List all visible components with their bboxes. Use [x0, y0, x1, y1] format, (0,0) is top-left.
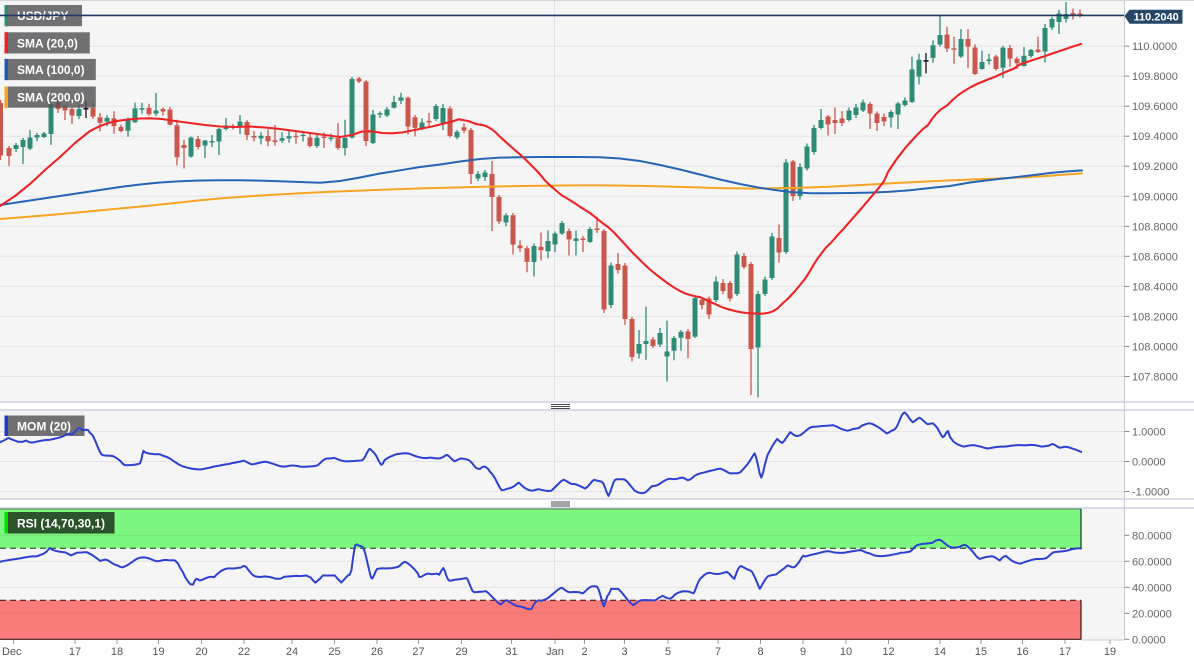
- svg-text:110.0000: 110.0000: [1132, 41, 1177, 53]
- svg-text:108.2000: 108.2000: [1132, 311, 1178, 323]
- svg-text:9: 9: [800, 646, 806, 658]
- svg-text:27: 27: [412, 646, 424, 658]
- svg-text:SMA (100,0): SMA (100,0): [17, 63, 85, 77]
- svg-text:108.4000: 108.4000: [1132, 281, 1178, 293]
- svg-text:Jan: Jan: [546, 646, 564, 658]
- svg-text:16: 16: [1016, 646, 1028, 658]
- svg-text:109.6000: 109.6000: [1132, 101, 1178, 113]
- svg-text:29: 29: [455, 646, 467, 658]
- svg-text:SMA (200,0): SMA (200,0): [17, 91, 85, 105]
- svg-text:19: 19: [152, 646, 164, 658]
- svg-text:80.0000: 80.0000: [1132, 530, 1172, 542]
- svg-text:8: 8: [757, 646, 763, 658]
- svg-text:17: 17: [1059, 646, 1071, 658]
- svg-text:0.0000: 0.0000: [1132, 457, 1166, 469]
- svg-text:24: 24: [286, 646, 298, 658]
- svg-text:7: 7: [715, 646, 721, 658]
- svg-text:2: 2: [581, 646, 587, 658]
- svg-text:60.0000: 60.0000: [1132, 556, 1172, 568]
- svg-text:17: 17: [69, 646, 81, 658]
- svg-text:109.4000: 109.4000: [1132, 131, 1178, 143]
- svg-text:Dec: Dec: [2, 646, 22, 658]
- svg-text:22: 22: [238, 646, 250, 658]
- svg-text:18: 18: [111, 646, 123, 658]
- svg-text:20: 20: [195, 646, 207, 658]
- svg-text:10: 10: [840, 646, 852, 658]
- svg-text:15: 15: [975, 646, 987, 658]
- svg-text:12: 12: [882, 646, 894, 658]
- svg-text:5: 5: [665, 646, 671, 658]
- svg-text:40.0000: 40.0000: [1132, 582, 1172, 594]
- svg-text:109.2000: 109.2000: [1132, 161, 1178, 173]
- svg-text:20.0000: 20.0000: [1132, 608, 1172, 620]
- svg-text:109.0000: 109.0000: [1132, 191, 1178, 203]
- svg-text:109.8000: 109.8000: [1132, 71, 1178, 83]
- svg-text:3: 3: [621, 646, 627, 658]
- svg-text:110.2040: 110.2040: [1134, 11, 1179, 23]
- svg-text:14: 14: [934, 646, 946, 658]
- svg-text:-1.0000: -1.0000: [1132, 487, 1169, 499]
- svg-text:108.8000: 108.8000: [1132, 221, 1178, 233]
- svg-text:25: 25: [328, 646, 340, 658]
- svg-text:107.8000: 107.8000: [1132, 372, 1178, 384]
- svg-text:SMA (20,0): SMA (20,0): [17, 36, 78, 50]
- svg-text:108.6000: 108.6000: [1132, 251, 1178, 263]
- svg-text:31: 31: [505, 646, 517, 658]
- svg-text:26: 26: [371, 646, 383, 658]
- svg-text:RSI (14,70,30,1): RSI (14,70,30,1): [17, 516, 105, 530]
- svg-text:MOM (20): MOM (20): [17, 419, 71, 433]
- svg-text:1.0000: 1.0000: [1132, 427, 1166, 439]
- svg-text:0.0000: 0.0000: [1132, 634, 1166, 646]
- svg-text:108.0000: 108.0000: [1132, 341, 1178, 353]
- svg-text:19: 19: [1104, 646, 1116, 658]
